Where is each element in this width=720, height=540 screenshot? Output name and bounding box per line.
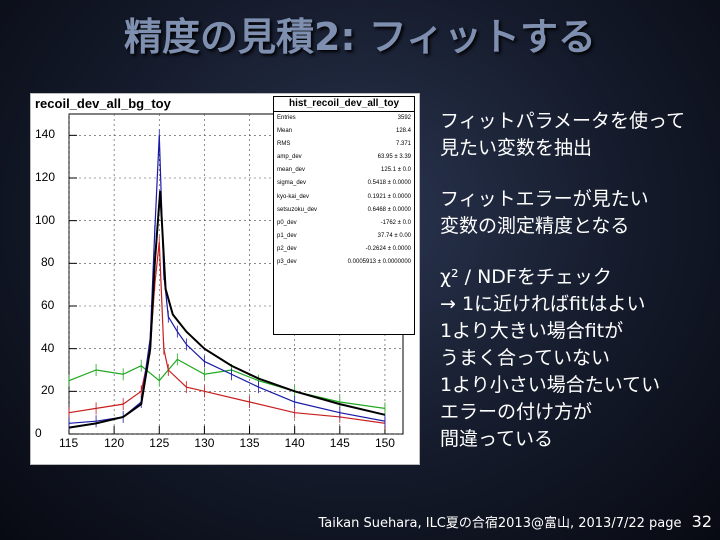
stats-row: sigma_dev 0.5418 ± 0.0000 xyxy=(274,177,414,190)
histogram-plot: recoil_dev_all_bg_toy hist_recoil_dev_al… xyxy=(30,93,420,465)
stats-label: Mean xyxy=(277,128,293,135)
x-tick-label: 150 xyxy=(374,436,395,450)
bullet-line: 変数の測定精度となる xyxy=(440,215,630,237)
y-tick-label: 100 xyxy=(35,212,56,227)
y-tick-label: 80 xyxy=(41,255,55,270)
slide-title: 精度の見積2: フィットする xyxy=(123,15,597,59)
y-tick-label: 0 xyxy=(35,426,42,440)
stats-label: RMS xyxy=(277,141,291,148)
footer-text: Taikan Suehara, ILC夏の合宿2013@富山, 2013/7/2… xyxy=(318,516,645,531)
series-line-green xyxy=(68,358,386,409)
stats-label: p3_dev xyxy=(277,259,297,266)
x-tick-label: 130 xyxy=(194,436,215,450)
stats-row: mean_dev 125.1 ± 0.0 xyxy=(274,164,414,177)
bullet-line: うまく合っていない xyxy=(440,347,611,369)
y-tick-label: 20 xyxy=(41,383,55,398)
bullet-line: フィットパラメータを使って xyxy=(440,110,686,132)
x-tick-label: 145 xyxy=(329,436,350,450)
stats-label: p1_dev xyxy=(277,232,297,239)
bullet-line: 1より小さい場合たいてい xyxy=(440,374,661,396)
bullet-line: 間違っている xyxy=(440,428,554,450)
stats-value: 0.1921 ± 0.0000 xyxy=(367,193,411,200)
stats-label: amp_dev xyxy=(277,154,302,161)
stats-row: kyo-kai_dev 0.1921 ± 0.0000 xyxy=(274,191,414,204)
stats-row: p1_dev 37.74 ± 0.00 xyxy=(274,230,414,243)
stats-row: RMS 7.371 xyxy=(274,138,414,151)
stats-row: Entries 3592 xyxy=(274,112,414,125)
stats-label: p0_dev xyxy=(277,219,297,226)
stats-label: p2_dev xyxy=(277,245,297,252)
stats-value: 3592 xyxy=(397,115,411,121)
stats-value: 128.4 xyxy=(395,128,411,135)
y-tick-label: 40 xyxy=(41,340,55,355)
slide-footer: Taikan Suehara, ILC夏の合宿2013@富山, 2013/7/2… xyxy=(0,512,712,531)
stats-row: p3_dev 0.0005913 ± 0.0000000 xyxy=(274,256,414,269)
bullet-line: エラーの付け方が xyxy=(440,401,593,423)
stats-value: -1762 ± 0.0 xyxy=(380,219,411,226)
bullet-line: χ² / NDFをチェック xyxy=(440,266,612,288)
histogram-title: recoil_dev_all_bg_toy xyxy=(35,96,171,111)
y-tick-label: 60 xyxy=(41,298,55,312)
stats-value: 7.371 xyxy=(395,141,411,148)
page-number: 32 xyxy=(691,512,712,531)
stats-label: Entries xyxy=(277,115,296,121)
stats-row: setsuzoku_dev 0.6468 ± 0.0000 xyxy=(274,204,414,217)
bullet-line: フィットエラーが見たい xyxy=(440,188,649,210)
bullet-item: χ² / NDFをチェック → 1に近ければfitはよい 1より大きい場合fit… xyxy=(440,264,715,453)
bullet-list: フィットパラメータを使って 見たい変数を抽出 フィットエラーが見たい 変数の測定… xyxy=(440,108,715,477)
stats-value: 63.95 ± 3.39 xyxy=(377,154,411,161)
stats-label: setsuzoku_dev xyxy=(277,206,318,213)
x-tick-label: 115 xyxy=(59,436,79,450)
x-tick-label: 140 xyxy=(284,436,305,450)
series-line-black-fit xyxy=(68,190,386,429)
stats-row: Mean 128.4 xyxy=(274,125,414,138)
stats-value: -0.2624 ± 0.0000 xyxy=(365,245,411,252)
stats-box: hist_recoil_dev_all_toy Entries 3592 Mean 1… xyxy=(273,96,415,335)
x-tick-label: 135 xyxy=(239,436,260,450)
bullet-line: 1より大きい場合fitが xyxy=(440,320,624,342)
x-tick-label: 125 xyxy=(149,436,170,450)
stats-label: sigma_dev xyxy=(277,180,307,187)
stats-value: 0.5418 ± 0.0000 xyxy=(367,180,411,187)
stats-row: amp_dev 63.95 ± 3.39 xyxy=(274,151,414,164)
y-tick-label: 120 xyxy=(35,170,56,184)
stats-value: 37.74 ± 0.00 xyxy=(377,232,411,239)
stats-label: kyo-kai_dev xyxy=(277,193,310,200)
stats-box-title: hist_recoil_dev_all_toy xyxy=(274,97,414,112)
stats-label: mean_dev xyxy=(277,167,306,174)
bullet-line: 見たい変数を抽出 xyxy=(440,137,593,159)
x-tick-label: 120 xyxy=(104,436,125,450)
stats-value: 0.6468 ± 0.0000 xyxy=(367,206,411,213)
footer-page-label: page xyxy=(649,516,682,531)
bullet-item: フィットパラメータを使って 見たい変数を抽出 xyxy=(440,108,715,162)
stats-row: p2_dev -0.2624 ± 0.0000 xyxy=(274,243,414,256)
bullet-line: → 1に近ければfitはよい xyxy=(440,293,646,315)
stats-value: 125.1 ± 0.0 xyxy=(381,167,411,174)
y-tick-label: 140 xyxy=(35,127,56,142)
stats-value: 0.0005913 ± 0.0000000 xyxy=(347,259,411,266)
stats-row: p0_dev -1762 ± 0.0 xyxy=(274,217,414,230)
bullet-item: フィットエラーが見たい 変数の測定精度となる xyxy=(440,186,715,240)
